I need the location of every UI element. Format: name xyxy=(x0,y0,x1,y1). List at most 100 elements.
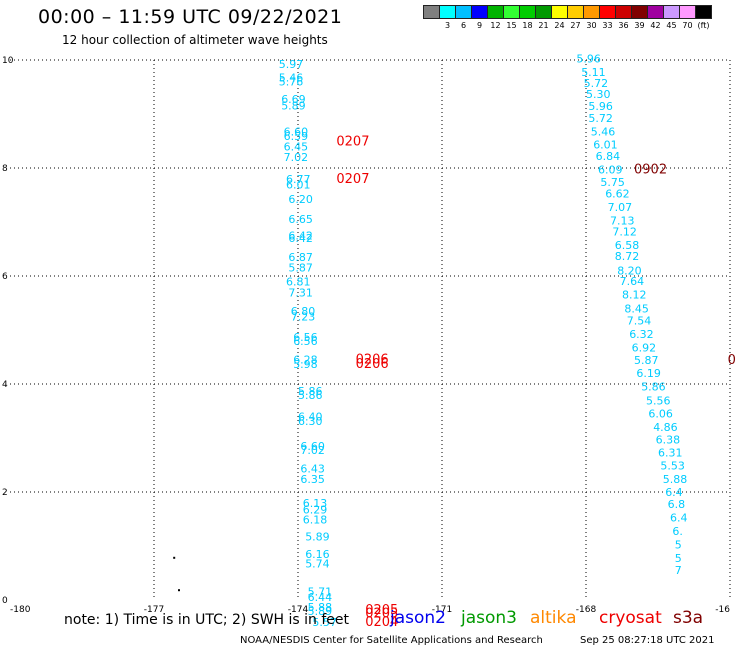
wave-height-label: 5.46 xyxy=(591,126,616,139)
y-tick-label: 10 xyxy=(2,56,14,66)
wave-height-label: 5.74 xyxy=(305,558,330,571)
x-tick-label: -171 xyxy=(432,605,452,615)
wave-height-label: 6.30 xyxy=(298,415,323,428)
satellite-name: cryosat xyxy=(599,608,662,628)
y-tick-label: 2 xyxy=(2,488,8,498)
colorbar-swatch xyxy=(423,5,440,19)
x-tick-label: -180 xyxy=(10,605,31,615)
wave-height-label: 5.88 xyxy=(308,601,333,614)
time-label: 0206 xyxy=(356,357,389,372)
colorbar-legend: 3 6 9 12 15 18 21 24 27 30 33 36 39 42 45 70 (ft) xyxy=(423,5,712,30)
wave-height-label: 8.20 xyxy=(617,264,642,277)
page-subtitle: 12 hour collection of altimeter wave hei… xyxy=(62,33,328,47)
satellite-name: s3a xyxy=(673,608,704,628)
colorbar-swatch xyxy=(583,5,600,19)
colorbar-swatch xyxy=(567,5,584,19)
wave-height-label: 6.01 xyxy=(593,139,618,152)
wave-height-label: 6.59 xyxy=(284,130,309,143)
wave-height-label: 6.31 xyxy=(658,446,683,459)
wave-height-label: 5.72 xyxy=(584,77,609,90)
wave-height-label: 6.69 xyxy=(281,93,306,106)
wave-height-label: 7.07 xyxy=(608,201,633,214)
colorbar-label: 24 xyxy=(554,21,565,30)
colorbar-label: 39 xyxy=(634,21,645,30)
colorbar-swatch xyxy=(535,5,552,19)
timestamp-text: Sep 25 08:27:18 UTC 2021 xyxy=(580,635,715,646)
wave-height-label: 6.40 xyxy=(298,411,323,424)
wave-height-label: 6.13 xyxy=(303,497,328,510)
wave-height-label: 5.87 xyxy=(288,262,313,275)
x-tick-label: -174 xyxy=(288,605,309,615)
wave-height-label: 5.86 xyxy=(641,380,666,393)
time-label: 0902 xyxy=(634,162,667,177)
wave-height-label: 6.77 xyxy=(286,173,311,186)
page-title: 00:00 – 11:59 UTC 09/22/2021 xyxy=(38,6,343,28)
wave-height-label: 7.12 xyxy=(612,226,637,239)
colorbar-label xyxy=(423,21,440,30)
wave-height-label: 6.35 xyxy=(300,473,325,486)
wave-height-label: 6.80 xyxy=(291,305,316,318)
colorbar-swatch xyxy=(439,5,456,19)
wave-height-label: 6.09 xyxy=(598,163,623,176)
wave-height-label: 7.54 xyxy=(627,315,652,328)
wave-height-label: 6.8 xyxy=(668,498,686,511)
time-label: 0206 xyxy=(356,352,389,367)
colorbar-label: 21 xyxy=(538,21,549,30)
colorbar-swatches xyxy=(423,5,712,19)
colorbar-label: 3 xyxy=(444,21,451,30)
wave-height-label: 5.86 xyxy=(298,385,323,398)
wave-height-label: 4.86 xyxy=(653,421,678,434)
colorbar-swatch xyxy=(599,5,616,19)
wave-height-label: 5 xyxy=(675,539,682,552)
data-marker xyxy=(173,556,176,559)
wave-height-label: 5.86 xyxy=(298,389,323,402)
wave-height-label: 6.60 xyxy=(284,126,309,139)
colorbar-label: 36 xyxy=(618,21,629,30)
colorbar-swatch xyxy=(631,5,648,19)
wave-height-label: 6.45 xyxy=(284,141,309,154)
wave-height-label: 6.65 xyxy=(288,213,313,226)
wave-height-label: 6.92 xyxy=(632,342,657,355)
wave-height-label: 5.89 xyxy=(305,531,330,544)
wave-height-label: 5.71 xyxy=(308,586,333,599)
wave-height-label: 5.76 xyxy=(279,75,304,88)
colorbar-swatch xyxy=(663,5,680,19)
wave-height-label: 5.87 xyxy=(634,354,659,367)
wave-height-label: 6.16 xyxy=(305,548,330,561)
colorbar-swatch xyxy=(503,5,520,19)
wave-height-label: 7.31 xyxy=(288,287,313,300)
y-tick-label: 0 xyxy=(2,596,8,606)
footer-note: note: 1) Time is in UTC; 2) SWH is in fe… xyxy=(64,612,350,628)
wave-height-label: 7 xyxy=(675,564,682,577)
time-label: 0204 xyxy=(365,615,398,630)
colorbar-swatch xyxy=(679,5,696,19)
wave-height-label: 6.38 xyxy=(656,433,681,446)
colorbar-labels: 3 6 9 12 15 18 21 24 27 30 33 36 39 42 45 70 (ft) xyxy=(423,21,711,30)
wave-height-label: 5.89 xyxy=(308,605,333,618)
time-label: 0205 xyxy=(365,606,398,621)
wave-height-label: 8.12 xyxy=(622,289,647,302)
wave-height-label: 6.58 xyxy=(615,239,640,252)
wave-height-label: 6.42 xyxy=(288,232,313,245)
wave-height-label: 6.42 xyxy=(288,229,313,242)
wave-height-label: 7.64 xyxy=(620,275,645,288)
wave-height-label: 6.20 xyxy=(288,193,313,206)
wave-height-label: 5.30 xyxy=(586,88,611,101)
wave-height-label: 5.96 xyxy=(576,53,601,66)
wave-height-label: 5 xyxy=(675,552,682,565)
colorbar-label: 15 xyxy=(506,21,517,30)
wave-height-label: 6.4 xyxy=(665,486,683,499)
wave-height-label: 5.75 xyxy=(600,176,625,189)
y-tick-label: 8 xyxy=(2,164,8,174)
colorbar-label: 27 xyxy=(570,21,581,30)
wave-height-label: 6.43 xyxy=(300,463,325,476)
wave-height-label: 6.44 xyxy=(308,591,333,604)
wave-height-label: 5.46 xyxy=(279,72,304,85)
colorbar-label: 42 xyxy=(650,21,661,30)
wave-height-label: 6.60 xyxy=(300,440,325,453)
x-tick-label: -16 xyxy=(715,605,730,615)
colorbar-swatch xyxy=(471,5,488,19)
colorbar-label: 12 xyxy=(490,21,501,30)
wave-height-label: 5.89 xyxy=(281,100,306,113)
wave-height-label: 6.19 xyxy=(636,367,661,380)
